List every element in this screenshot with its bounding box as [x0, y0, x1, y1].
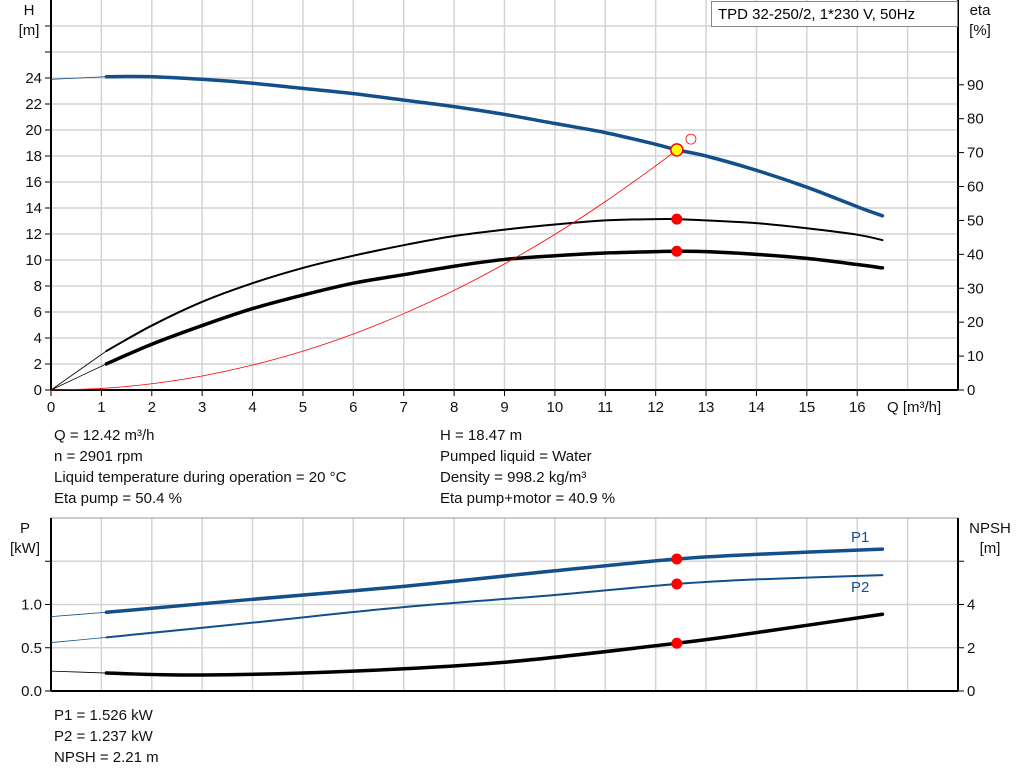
y-right-axis-name: eta — [970, 2, 992, 19]
y-left-tick-label: 0.5 — [21, 640, 42, 657]
info-p2: P2 = 1.237 kW — [54, 728, 153, 745]
x-tick-label: 0 — [47, 399, 55, 416]
x-tick-label: 13 — [698, 399, 715, 416]
x-tick-label: 8 — [450, 399, 458, 416]
y-right-tick-label: 30 — [967, 280, 984, 297]
y-right-tick-label: 90 — [967, 77, 984, 94]
y-left-tick-label: 1.0 — [21, 597, 42, 614]
y-right-tick-label: 80 — [967, 111, 984, 128]
series-npsh-extension — [50, 670, 107, 674]
series-p2-extension — [50, 636, 107, 643]
series-head — [104, 74, 885, 218]
y-right-tick-label: 4 — [967, 597, 975, 614]
series-p1 — [104, 547, 885, 615]
series-head-extension — [50, 76, 107, 80]
info-p1: P1 = 1.526 kW — [54, 707, 153, 724]
y-left-tick-label: 16 — [25, 174, 42, 191]
info-head: H = 18.47 m — [440, 427, 523, 444]
y-left-tick-label: 2 — [34, 356, 42, 373]
series-p2 — [105, 574, 884, 639]
x-tick-label: 1 — [97, 399, 105, 416]
operating-point-npsh — [671, 637, 683, 649]
y-left-tick-label: 8 — [34, 278, 42, 295]
operating-point-head — [670, 143, 684, 157]
x-tick-label: 6 — [349, 399, 357, 416]
y-left-tick-label: 14 — [25, 200, 42, 217]
x-tick-label: 16 — [849, 399, 866, 416]
y-left-tick-label: 6 — [34, 304, 42, 321]
y-right-axis-unit: [%] — [969, 22, 991, 39]
series-label-p1: P1 — [851, 529, 869, 546]
info-npsh: NPSH = 2.21 m — [54, 749, 159, 766]
series-p1-extension — [50, 611, 107, 618]
y-right-tick-label: 50 — [967, 212, 984, 229]
info-bottom: P1 = 1.526 kW P2 = 1.237 kW NPSH = 2.21 … — [54, 705, 159, 768]
y-left-tick-label: 24 — [25, 70, 42, 87]
y-right-tick-label: 10 — [967, 348, 984, 365]
x-tick-label: 14 — [748, 399, 765, 416]
requested-duty-point — [685, 133, 697, 145]
info-flow: Q = 12.42 m³/h — [54, 427, 155, 444]
y-left-tick-label: 10 — [25, 252, 42, 269]
series-label-p2: P2 — [851, 579, 869, 596]
chart-title: TPD 32-250/2, 1*230 V, 50Hz — [711, 1, 958, 27]
x-tick-label: 9 — [500, 399, 508, 416]
y-right-tick-label: 0 — [967, 683, 975, 700]
y-left-axis-unit: [kW] — [10, 540, 40, 557]
info-temperature: Liquid temperature during operation = 20… — [54, 469, 347, 486]
x-tick-label: 3 — [198, 399, 206, 416]
x-tick-label: 12 — [647, 399, 664, 416]
info-eta-pump-motor: Eta pump+motor = 40.9 % — [440, 490, 616, 507]
x-tick-label: 2 — [148, 399, 156, 416]
series-eta-pump-motor-extension — [50, 363, 107, 391]
info-top-left: Q = 12.42 m³/h n = 2901 rpm Liquid tempe… — [54, 425, 346, 509]
operating-point-eta-pump — [671, 213, 683, 225]
info-density: Density = 998.2 kg/m³ — [440, 469, 587, 486]
series-npsh — [104, 612, 885, 677]
series-eta-pump — [105, 217, 884, 352]
series-eta-pump-extension — [50, 350, 107, 391]
y-left-axis-unit: [m] — [19, 22, 40, 39]
y-left-tick-label: 20 — [25, 122, 42, 139]
info-eta-pump: Eta pump = 50.4 % — [54, 490, 182, 507]
y-right-axis-unit: [m] — [980, 540, 1001, 557]
operating-point-p1 — [671, 553, 683, 565]
x-tick-label: 10 — [547, 399, 564, 416]
y-left-tick-label: 4 — [34, 330, 42, 347]
y-right-axis-name: NPSH — [969, 520, 1011, 537]
y-left-axis-name: P — [20, 520, 30, 537]
y-right-tick-label: 70 — [967, 145, 984, 162]
y-left-tick-label: 0 — [34, 382, 42, 399]
x-tick-label: 7 — [400, 399, 408, 416]
info-top-right: H = 18.47 m Pumped liquid = Water Densit… — [440, 425, 615, 509]
y-left-axis-name: H — [24, 2, 35, 19]
y-right-tick-label: 2 — [967, 640, 975, 657]
y-right-tick-label: 40 — [967, 246, 984, 263]
y-left-tick-label: 12 — [25, 226, 42, 243]
info-liquid: Pumped liquid = Water — [440, 448, 592, 465]
y-right-tick-label: 0 — [967, 382, 975, 399]
x-tick-label: 4 — [248, 399, 256, 416]
x-tick-label: 11 — [597, 399, 613, 416]
y-left-tick-label: 18 — [25, 148, 42, 165]
y-right-tick-label: 60 — [967, 179, 984, 196]
y-right-tick-label: 20 — [967, 314, 984, 331]
operating-point-p2 — [671, 578, 683, 590]
x-tick-label: 5 — [299, 399, 307, 416]
y-left-tick-label: 22 — [25, 96, 42, 113]
series-system-curve — [50, 149, 678, 391]
y-left-tick-label: 0.0 — [21, 683, 42, 700]
x-tick-label: 15 — [798, 399, 815, 416]
x-axis-label: Q [m³/h] — [887, 399, 941, 416]
series-eta-pump-motor — [104, 249, 885, 366]
operating-point-eta-pump-motor — [671, 245, 683, 257]
info-speed: n = 2901 rpm — [54, 448, 143, 465]
